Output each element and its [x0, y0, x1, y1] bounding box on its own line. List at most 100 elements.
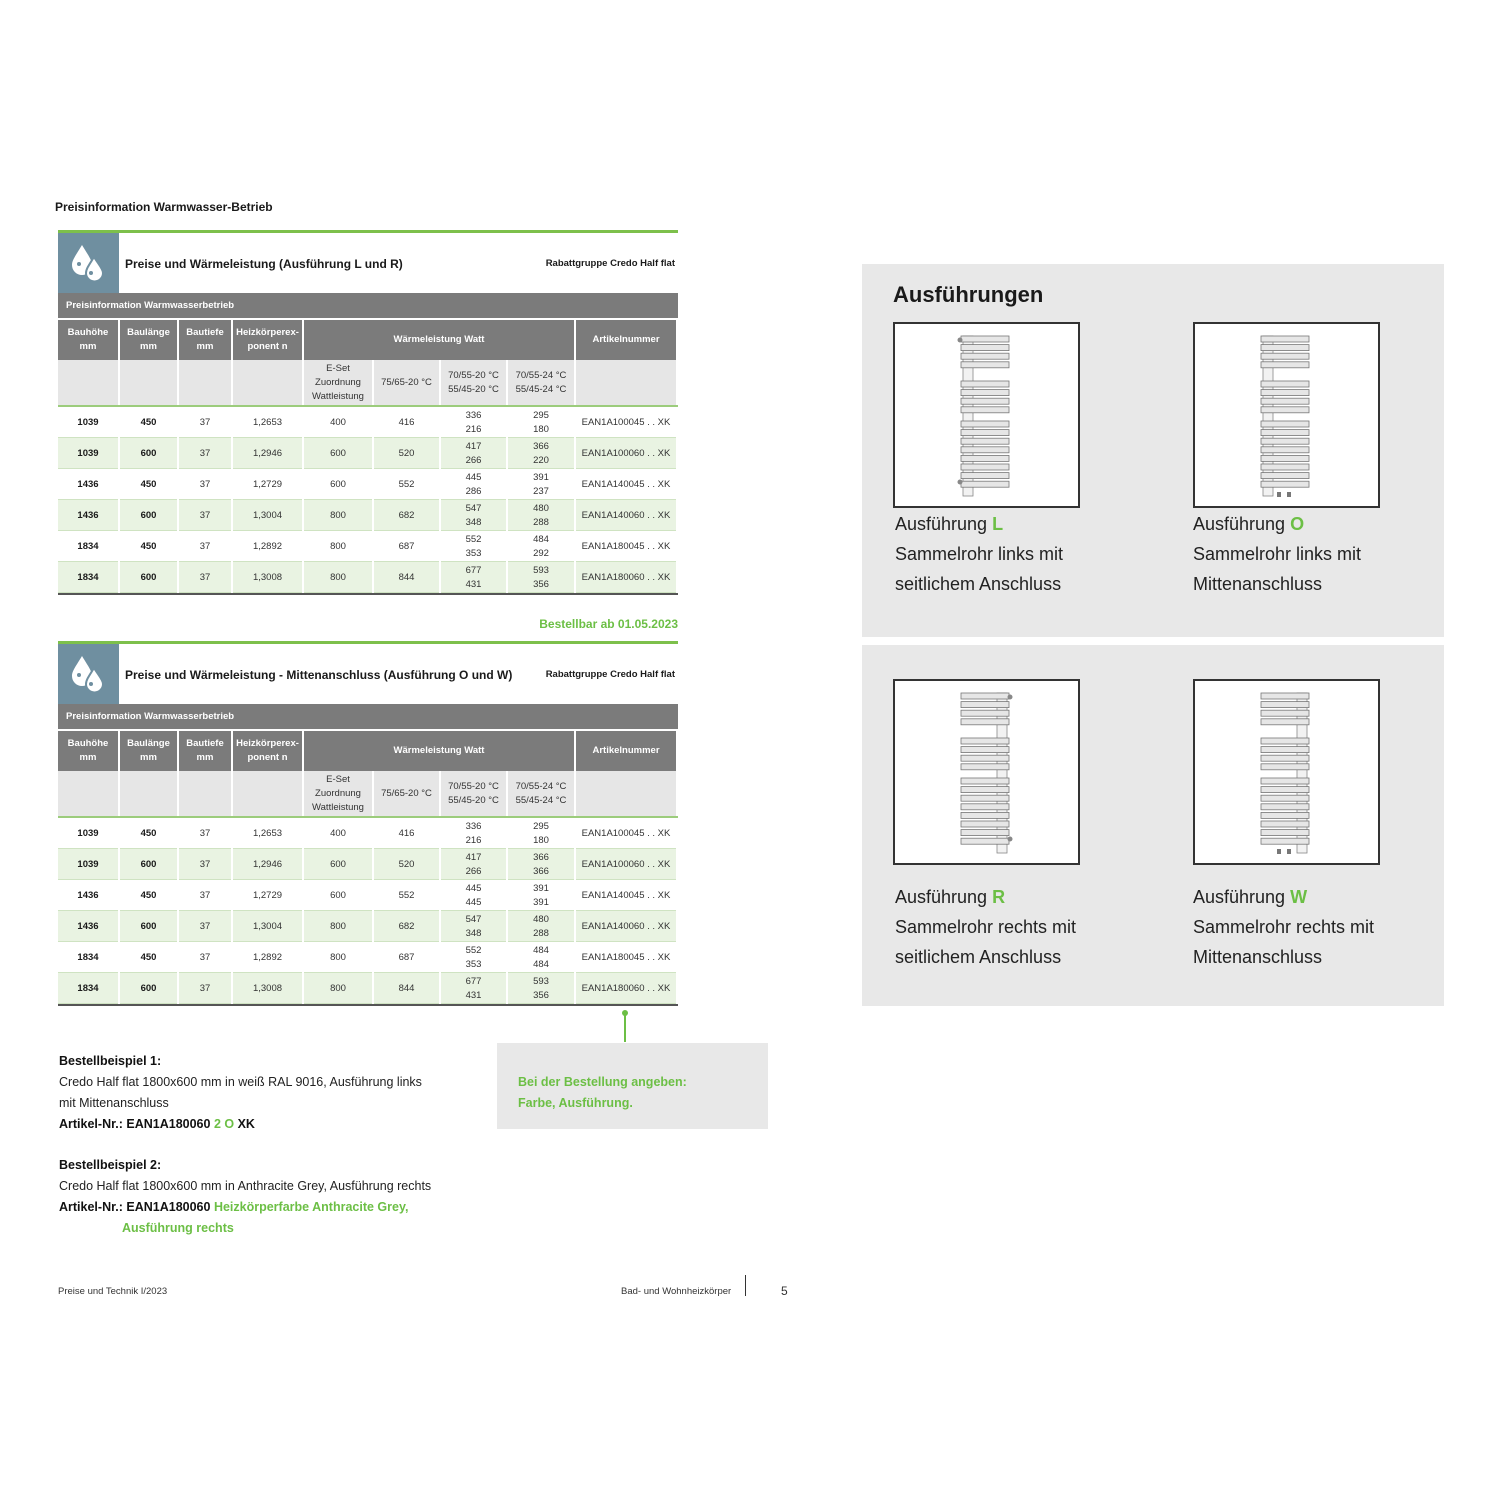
table-cell: 37 [179, 407, 233, 438]
variant-code: R [992, 887, 1006, 907]
table-cell: 547 348 [441, 500, 508, 531]
table-cell: 1436 [58, 469, 120, 500]
variant-caption-O: Ausführung O Sammelrohr links mit Mitten… [1193, 514, 1362, 594]
table-cell: EAN1A100060 . . XK [576, 438, 678, 469]
table-cell: EAN1A100045 . . XK [576, 407, 678, 438]
rabattgruppe: Rabattgruppe Credo Half flat [545, 258, 675, 269]
column-header: Heizkörperex- ponent n [233, 729, 304, 771]
order-example-1: Bestellbeispiel 1: Credo Half flat 1800x… [59, 1051, 422, 1135]
sub-header: E-Set Zuordnung Wattleistung [304, 771, 374, 816]
table-cell: 445 286 [441, 469, 508, 500]
table-cell: 1436 [58, 500, 120, 531]
table-cell: 520 [374, 849, 441, 880]
table-cell: 552 [374, 469, 441, 500]
table-row: 1039 600 37 1,2946 600 520 417 266 366 220 EAN1A… [58, 438, 678, 469]
table-cell: 600 [304, 469, 374, 500]
connector-line [624, 1014, 626, 1042]
table-cell: 1834 [58, 562, 120, 593]
table-cell: 37 [179, 562, 233, 593]
column-header: Artikelnummer [576, 729, 678, 771]
table-cell: 391 237 [508, 469, 576, 500]
table-cell: 37 [179, 500, 233, 531]
table-row: 1436 600 37 1,3004 800 682 547 348 480 288 EAN1A… [58, 500, 678, 531]
table-band: Preisinformation Warmwasserbetrieb [58, 704, 678, 729]
connector-dot [622, 1010, 628, 1016]
table-cell: 800 [304, 531, 374, 562]
table-cell: 1039 [58, 849, 120, 880]
page-number: 5 [781, 1284, 788, 1298]
table-cell: 1039 [58, 818, 120, 849]
table-cell: 682 [374, 911, 441, 942]
table-cell: EAN1A140045 . . XK [576, 880, 678, 911]
sub-header: E-Set Zuordnung Wattleistung [304, 360, 374, 405]
order-note: Bei der Bestellung angeben: Farbe, Ausfü… [497, 1043, 768, 1129]
table-cell: 37 [179, 818, 233, 849]
note-line1: Bei der Bestellung angeben: [518, 1075, 687, 1089]
table-cell: 1,3008 [233, 973, 304, 1004]
footer-divider [745, 1275, 746, 1296]
sub-header: 70/55-24 °C 55/45-24 °C [508, 771, 576, 816]
table-cell: 1,2892 [233, 531, 304, 562]
table-cell: 1,3008 [233, 562, 304, 593]
sub-header: 75/65-20 °C [374, 360, 441, 405]
table-cell: 37 [179, 849, 233, 880]
table-cell: 1,3004 [233, 911, 304, 942]
water-drops-icon [58, 644, 119, 704]
table-cell: 800 [304, 973, 374, 1004]
table-cell: EAN1A180045 . . XK [576, 942, 678, 973]
table-cell: 450 [120, 818, 179, 849]
table-cell: 417 266 [441, 849, 508, 880]
table-cell: 1,2653 [233, 818, 304, 849]
table-cell: 1834 [58, 973, 120, 1004]
table-cell: 1039 [58, 438, 120, 469]
table-cell: EAN1A140045 . . XK [576, 469, 678, 500]
table-cell: 1,2946 [233, 438, 304, 469]
table-cell: 800 [304, 942, 374, 973]
sub-header [58, 771, 120, 816]
column-header: Artikelnummer [576, 318, 678, 360]
table-cell: 1,2653 [233, 407, 304, 438]
table-cell: 1,2892 [233, 942, 304, 973]
table-cell: 600 [120, 973, 179, 1004]
sub-header [233, 771, 304, 816]
table-cell: 450 [120, 880, 179, 911]
sub-header [120, 360, 179, 405]
table-cell: 520 [374, 438, 441, 469]
table-row: 1834 600 37 1,3008 800 844 677 431 593 356 EAN1A… [58, 973, 678, 1004]
table-cell: 677 431 [441, 973, 508, 1004]
column-header: Bauhöhe mm [58, 729, 120, 771]
rabattgruppe: Rabattgruppe Credo Half flat [545, 669, 675, 680]
table-cell: 336 216 [441, 407, 508, 438]
table-cell: 484 292 [508, 531, 576, 562]
table-cell: 800 [304, 911, 374, 942]
table-cell: 37 [179, 942, 233, 973]
table-title: Preise und Wärmeleistung (Ausführung L u… [125, 257, 403, 271]
example-article-cont: Ausführung rechts [122, 1221, 234, 1235]
table-cell: 450 [120, 942, 179, 973]
section-title: Preisinformation Warmwasser-Betrieb [55, 200, 273, 214]
table-cell: 37 [179, 911, 233, 942]
table-cell: 844 [374, 973, 441, 1004]
table-cell: 600 [304, 849, 374, 880]
table-row: 1039 450 37 1,2653 400 416 336 216 295 180 EAN1A… [58, 407, 678, 438]
column-header: Bauhöhe mm [58, 318, 120, 360]
table-cell: EAN1A100060 . . XK [576, 849, 678, 880]
price-table: Preise und Wärmeleistung (Ausführung L u… [58, 230, 678, 595]
table-cell: 391 391 [508, 880, 576, 911]
example-text: mit Mittenanschluss [59, 1096, 169, 1110]
table-title: Preise und Wärmeleistung - Mittenanschlu… [125, 668, 513, 682]
sub-header [179, 360, 233, 405]
table-cell: 37 [179, 469, 233, 500]
bestellbar-note: Bestellbar ab 01.05.2023 [539, 617, 678, 631]
order-example-2: Bestellbeispiel 2: Credo Half flat 1800x… [59, 1155, 431, 1239]
example-text: Credo Half flat 1800x600 mm in weiß RAL … [59, 1075, 422, 1089]
table-cell: 450 [120, 469, 179, 500]
table-cell: 1834 [58, 942, 120, 973]
table-cell: 484 484 [508, 942, 576, 973]
table-cell: 552 353 [441, 531, 508, 562]
sub-header [179, 771, 233, 816]
table-cell: 445 445 [441, 880, 508, 911]
column-header: Wärmeleistung Watt [304, 318, 576, 360]
table-cell: 295 180 [508, 818, 576, 849]
table-cell: EAN1A100045 . . XK [576, 818, 678, 849]
